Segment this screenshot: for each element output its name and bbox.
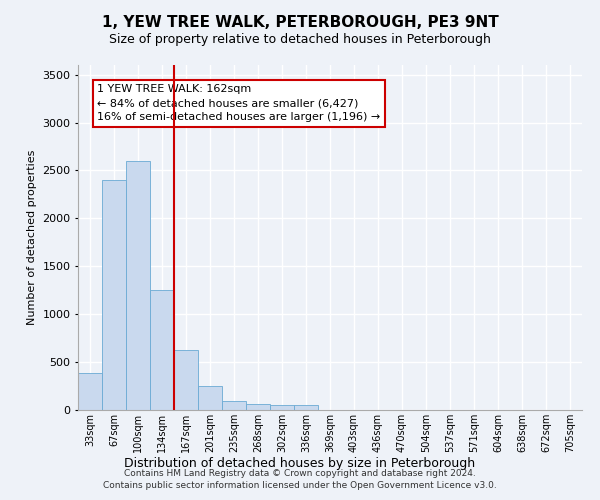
Text: 1, YEW TREE WALK, PETERBOROUGH, PE3 9NT: 1, YEW TREE WALK, PETERBOROUGH, PE3 9NT xyxy=(101,15,499,30)
Bar xyxy=(126,161,150,410)
Bar xyxy=(198,386,222,410)
Text: Contains HM Land Registry data © Crown copyright and database right 2024.
Contai: Contains HM Land Registry data © Crown c… xyxy=(103,468,497,490)
Bar xyxy=(294,405,318,410)
Bar xyxy=(174,350,198,410)
Bar xyxy=(270,404,294,410)
Text: Distribution of detached houses by size in Peterborough: Distribution of detached houses by size … xyxy=(124,458,476,470)
Bar xyxy=(78,372,102,410)
Text: 1 YEW TREE WALK: 162sqm
← 84% of detached houses are smaller (6,427)
16% of semi: 1 YEW TREE WALK: 162sqm ← 84% of detache… xyxy=(97,84,380,122)
Bar xyxy=(222,402,246,410)
Bar xyxy=(246,404,270,410)
Text: Size of property relative to detached houses in Peterborough: Size of property relative to detached ho… xyxy=(109,32,491,46)
Bar xyxy=(150,290,174,410)
Y-axis label: Number of detached properties: Number of detached properties xyxy=(26,150,37,325)
Bar xyxy=(102,180,126,410)
